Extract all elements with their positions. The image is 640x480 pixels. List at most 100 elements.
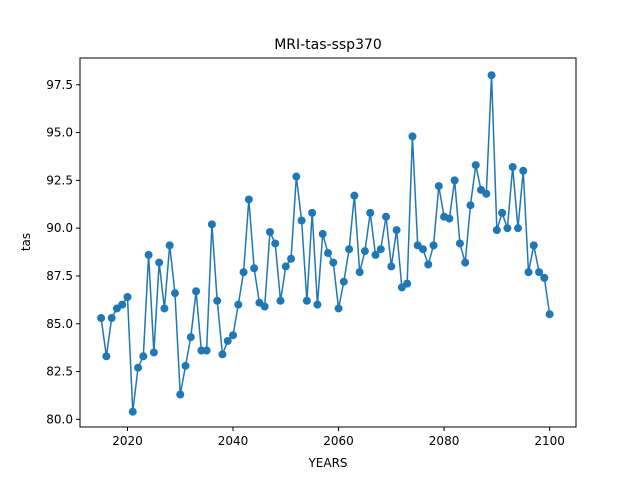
plot-layer	[97, 71, 554, 416]
data-point	[176, 390, 185, 399]
data-point	[123, 292, 132, 301]
data-point	[429, 241, 438, 250]
data-point	[107, 314, 116, 323]
data-point	[382, 212, 391, 221]
data-point	[450, 176, 459, 185]
data-point	[418, 245, 427, 254]
data-point	[139, 352, 148, 361]
y-tick-label: 92.5	[46, 173, 73, 187]
x-tick-label: 2040	[218, 434, 249, 448]
data-point	[308, 208, 317, 217]
data-point	[218, 350, 227, 359]
data-point	[376, 245, 385, 254]
data-point	[498, 208, 507, 217]
data-point	[350, 191, 359, 200]
data-point	[387, 262, 396, 271]
x-tick-label: 2020	[112, 434, 143, 448]
data-point	[144, 250, 153, 259]
series-line	[100, 74, 551, 413]
chart-title: MRI-tas-ssp370	[274, 37, 382, 53]
data-point	[392, 226, 401, 235]
data-point	[155, 258, 164, 267]
data-point	[513, 224, 522, 233]
data-point	[102, 352, 111, 361]
data-point	[207, 220, 216, 229]
x-axis-label: YEARS	[307, 456, 347, 470]
data-point	[366, 208, 375, 217]
data-point	[223, 336, 232, 345]
data-point	[134, 363, 143, 372]
data-point	[244, 195, 253, 204]
data-point	[276, 296, 285, 305]
data-point	[165, 241, 174, 250]
y-axis-label: tas	[19, 233, 33, 251]
plot-frame	[79, 57, 577, 428]
y-tick-label: 90.0	[46, 221, 73, 235]
data-point	[334, 304, 343, 313]
data-point	[229, 331, 238, 340]
data-point	[519, 166, 528, 175]
data-point	[234, 300, 243, 309]
data-point	[524, 268, 533, 277]
data-point	[265, 227, 274, 236]
data-point	[213, 296, 222, 305]
data-point	[318, 229, 327, 238]
data-point	[360, 247, 369, 256]
data-point	[271, 239, 280, 248]
data-point	[535, 268, 544, 277]
data-point	[503, 224, 512, 233]
data-point	[281, 262, 290, 271]
y-tick-label: 95.0	[46, 126, 73, 140]
data-point	[445, 214, 454, 223]
data-point	[482, 189, 491, 198]
data-point	[424, 260, 433, 269]
data-point	[192, 287, 201, 296]
data-point	[239, 268, 248, 277]
data-point	[302, 296, 311, 305]
y-tick-label: 85.0	[46, 317, 73, 331]
data-point	[260, 302, 269, 311]
data-point	[250, 264, 259, 273]
data-point	[287, 254, 296, 263]
data-point	[186, 333, 195, 342]
data-point	[508, 162, 517, 171]
data-point	[487, 71, 496, 80]
x-tick-label: 2100	[534, 434, 565, 448]
data-point	[160, 304, 169, 313]
data-point	[292, 172, 301, 181]
y-tick-label: 80.0	[46, 412, 73, 426]
y-axis: 80.0 82.5 85.0 87.5 90.0 92.5 95.0 97.5	[46, 78, 80, 426]
data-point	[455, 239, 464, 248]
data-point	[97, 314, 106, 323]
data-point	[540, 273, 549, 282]
data-point	[529, 241, 538, 250]
data-point	[118, 300, 127, 309]
data-point	[324, 249, 332, 258]
data-point	[371, 250, 380, 259]
data-point	[339, 277, 348, 286]
data-point	[545, 310, 554, 319]
y-tick-label: 82.5	[46, 365, 73, 379]
data-point	[128, 407, 137, 416]
data-point	[329, 258, 338, 267]
data-point	[408, 132, 417, 141]
data-point	[345, 245, 354, 254]
data-point	[149, 348, 158, 357]
data-point	[181, 361, 190, 370]
y-tick-label: 97.5	[46, 78, 73, 92]
x-tick-label: 2080	[429, 434, 460, 448]
x-axis: 2020 2040 2060 2080 2100	[112, 427, 565, 448]
data-point	[492, 226, 501, 235]
y-tick-label: 87.5	[46, 269, 73, 283]
data-point	[471, 161, 480, 170]
data-point	[170, 289, 179, 298]
data-point	[313, 300, 322, 309]
data-point	[202, 346, 211, 355]
data-point	[403, 279, 412, 288]
data-point	[461, 258, 470, 267]
data-point	[355, 268, 364, 277]
data-point	[434, 182, 443, 191]
data-point	[297, 216, 306, 225]
x-tick-label: 2060	[323, 434, 354, 448]
